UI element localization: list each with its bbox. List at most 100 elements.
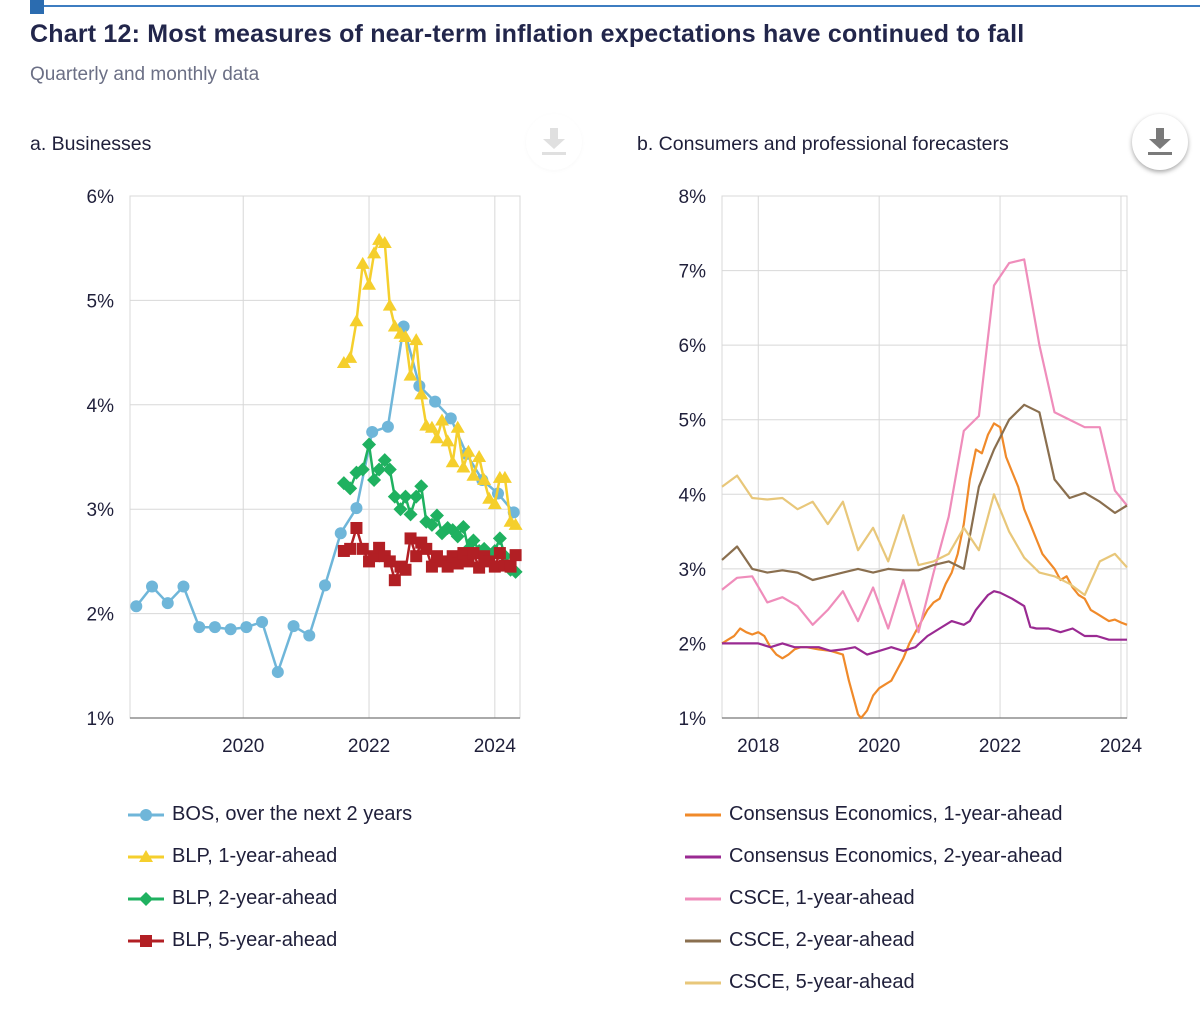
chart-subtitle: Quarterly and monthly data: [30, 64, 260, 85]
data-point: [492, 531, 507, 546]
data-point: [441, 560, 454, 573]
y-tick-label: 6%: [679, 336, 707, 357]
series-b-1: [722, 590, 1127, 656]
data-point: [493, 547, 506, 560]
data-point: [193, 621, 206, 634]
accent-bar: [30, 0, 44, 14]
data-point: [440, 434, 455, 447]
legend-label-csce2: CSCE, 2-year-ahead: [729, 929, 915, 951]
data-point: [429, 508, 444, 523]
download-icon: [1148, 128, 1172, 155]
series-line: [721, 258, 1128, 634]
data-point: [445, 455, 460, 468]
data-point: [303, 629, 316, 642]
series-a-1: [336, 232, 523, 530]
data-point: [477, 472, 492, 485]
data-point: [403, 368, 418, 381]
legend-swatch-csce5: [685, 981, 721, 985]
x-tick-label: 2022: [348, 736, 390, 757]
data-point: [177, 580, 190, 593]
legend-label-blp2: BLP, 2-year-ahead: [172, 887, 338, 909]
legend-swatch-bos: [128, 809, 164, 821]
data-point: [467, 547, 480, 560]
panel-b-plot: 1% 2% 3% 4% 5% 6% 7% 8% 2018 2020 2022 2024: [679, 187, 1143, 757]
data-point: [456, 519, 471, 534]
data-point: [224, 623, 237, 636]
data-point: [509, 549, 522, 562]
charts-canvas: 1% 2% 3% 4% 5% 6% 2020 2022 2024 1% 2% 3% 4% 5% 6% 7% 8…: [87, 187, 1143, 757]
data-point: [451, 557, 464, 570]
data-point: [444, 412, 457, 425]
data-point: [410, 550, 423, 563]
data-point: [398, 489, 413, 504]
series-a-3: [337, 521, 522, 587]
data-point: [399, 563, 412, 576]
data-point: [146, 580, 159, 593]
data-point: [450, 420, 465, 433]
data-point: [409, 333, 424, 346]
legend-label-ce1: Consensus Economics, 1-year-ahead: [729, 803, 1063, 825]
legend-label-blp1: BLP, 1-year-ahead: [172, 845, 338, 867]
data-point: [424, 517, 439, 532]
data-point: [387, 489, 402, 504]
legend-label-ce2: Consensus Economics, 2-year-ahead: [729, 845, 1063, 867]
data-point: [497, 470, 512, 483]
data-point: [377, 235, 392, 248]
panel-a-download-button[interactable]: [526, 114, 582, 170]
series-b-3: [721, 403, 1128, 582]
y-tick-label: 5%: [87, 291, 115, 312]
data-point: [429, 431, 444, 444]
data-point: [424, 420, 439, 433]
data-point: [404, 532, 417, 545]
data-point: [414, 387, 429, 400]
data-point: [362, 277, 377, 290]
series-b-4: [721, 474, 1128, 597]
y-tick-label: 3%: [679, 560, 707, 581]
data-point: [271, 666, 284, 679]
data-point: [349, 314, 364, 327]
legend-label-csce5: CSCE, 5-year-ahead: [729, 971, 915, 993]
legend-swatch-blp1: [128, 850, 164, 862]
data-point: [208, 621, 221, 634]
data-point: [334, 527, 347, 540]
y-tick-label: 5%: [679, 411, 707, 432]
data-point: [450, 529, 465, 544]
legend-swatch-csce2: [685, 939, 721, 943]
panel-a-title: a. Businesses: [30, 133, 152, 155]
legend-swatch-blp5: [128, 935, 164, 947]
data-point: [366, 425, 379, 438]
data-point: [472, 450, 487, 462]
data-point: [319, 579, 331, 592]
data-point: [383, 555, 396, 568]
data-point: [398, 329, 413, 342]
y-tick-label: 4%: [87, 396, 115, 417]
data-point: [504, 560, 517, 573]
series-line: [722, 590, 1127, 656]
chart-title: Chart 12: Most measures of near-term inf…: [30, 20, 1025, 48]
data-point: [343, 481, 358, 496]
data-point: [372, 462, 387, 477]
data-point: [355, 462, 370, 477]
data-point: [435, 413, 449, 426]
data-point: [393, 502, 408, 517]
series-line: [135, 325, 515, 674]
data-point: [356, 542, 369, 555]
legend-label-blp5: BLP, 5-year-ahead: [172, 929, 338, 951]
y-tick-label: 8%: [679, 187, 707, 208]
series-line: [721, 403, 1128, 582]
data-point: [466, 468, 481, 481]
data-point: [367, 472, 382, 487]
panel-b-title: b. Consumers and professional forecaster…: [637, 133, 1009, 155]
y-tick-label: 1%: [679, 709, 707, 730]
y-tick-label: 4%: [679, 485, 707, 506]
panel-b-download-button[interactable]: [1132, 114, 1188, 170]
data-point: [429, 395, 442, 408]
legend-swatch-csce1: [685, 897, 721, 901]
data-point: [350, 502, 363, 515]
x-tick-label: 2020: [858, 736, 900, 757]
x-tick-label: 2020: [222, 736, 264, 757]
data-point: [343, 350, 358, 363]
data-point: [487, 496, 502, 509]
data-point: [287, 620, 300, 633]
data-point: [461, 444, 476, 457]
